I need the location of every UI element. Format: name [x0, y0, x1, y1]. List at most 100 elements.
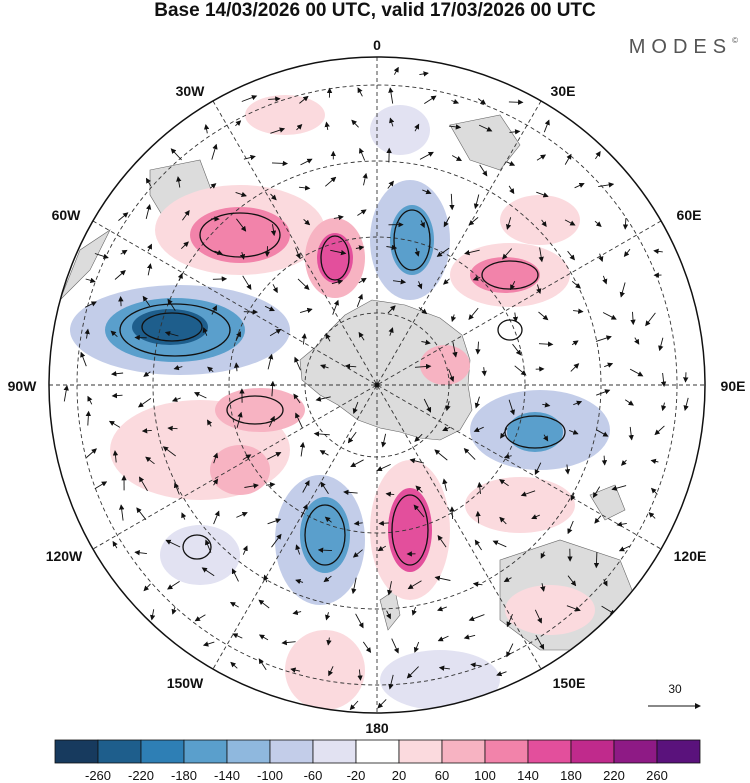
- wind-vector-arrow: [386, 244, 398, 251]
- cyclone-ring: [182, 534, 212, 560]
- cyclone-ring: [497, 319, 523, 341]
- wind-vector-arrow: [506, 614, 513, 628]
- positive-anomaly: [210, 445, 270, 495]
- colorbar-tick-label: -60: [304, 768, 323, 783]
- latitude-ring: [152, 160, 602, 610]
- cyclone-ring: [141, 312, 203, 342]
- wind-vector-arrow: [134, 550, 147, 556]
- wind-vector-arrow: [270, 224, 277, 237]
- wind-vector-arrow: [328, 666, 334, 677]
- wind-vector-arrow: [231, 568, 239, 582]
- wind-vector-arrow: [193, 392, 207, 399]
- wind-vector-arrow: [413, 504, 425, 518]
- wind-vector-arrow: [505, 217, 512, 230]
- wind-vector-arrow: [242, 275, 252, 290]
- wind-vector-arrow: [319, 450, 329, 456]
- wind-vector-arrow: [87, 395, 93, 405]
- wind-vector-arrow: [629, 368, 644, 377]
- wind-vector-arrow: [506, 643, 514, 658]
- wind-vector-arrow: [595, 335, 612, 342]
- wind-vector-arrow: [419, 220, 425, 229]
- wind-vector-arrow: [564, 153, 572, 165]
- wind-vector-arrow: [343, 489, 358, 495]
- colorbar-swatch: [54, 739, 99, 764]
- wind-vector-arrow: [232, 633, 243, 639]
- wind-vector-arrow: [418, 307, 428, 315]
- wind-vector-arrow: [120, 249, 128, 256]
- wind-vector-arrow: [536, 154, 547, 161]
- wind-vector-arrow: [564, 464, 571, 475]
- wind-vector-arrow: [414, 248, 420, 257]
- positive-anomaly: [420, 345, 470, 385]
- wind-vector-arrow: [358, 277, 367, 284]
- wind-vector-arrow: [112, 450, 119, 463]
- wind-vector-arrow: [207, 366, 214, 373]
- wind-vector-arrow: [229, 601, 239, 608]
- wind-vector-arrow: [434, 575, 451, 581]
- wind-vector-arrow: [162, 446, 176, 457]
- wind-vector-arrow: [422, 189, 432, 195]
- wind-vector-arrow: [389, 117, 395, 127]
- wind-vector-arrow: [387, 180, 394, 189]
- wind-vector-arrow: [281, 639, 296, 646]
- wind-vector-arrow: [353, 520, 363, 526]
- colorbar-tick-label: -20: [347, 768, 366, 783]
- brand-name: MODES: [628, 36, 733, 58]
- lon-label-90w: 90W: [8, 378, 38, 394]
- wind-vector-arrow: [542, 402, 551, 408]
- wind-vector-arrow: [434, 449, 448, 461]
- wind-vector-arrow: [84, 328, 90, 339]
- wind-vector-arrow: [509, 129, 521, 135]
- wind-vector-arrow: [570, 363, 580, 372]
- wind-vector-arrow: [506, 160, 516, 166]
- wind-vector-arrow: [407, 580, 422, 590]
- wind-vector-arrow: [391, 638, 399, 654]
- wind-vector-arrow: [437, 635, 449, 642]
- wind-vector-arrow: [683, 397, 689, 411]
- wind-vector-arrow: [645, 312, 656, 327]
- wind-vector-arrow: [475, 510, 481, 524]
- wind-vector-arrow: [450, 314, 457, 323]
- wind-vector-arrow: [333, 214, 344, 221]
- wind-vector-arrow: [212, 478, 219, 486]
- wind-vector-arrow: [411, 606, 417, 616]
- wind-vector-arrow: [299, 307, 313, 314]
- wind-vector-arrow: [356, 293, 363, 307]
- wind-vector-arrow: [620, 459, 627, 466]
- wind-vector-arrow: [297, 278, 310, 291]
- tasmania-land: [589, 484, 626, 521]
- wind-vector-arrow: [85, 277, 96, 283]
- wind-vector-arrow: [468, 307, 479, 320]
- wind-vector-arrow: [270, 193, 277, 201]
- wind-vector-arrow: [628, 426, 634, 441]
- wind-vector-arrow: [475, 341, 481, 355]
- wind-vector-arrow: [595, 150, 601, 160]
- wind-vector-arrow: [624, 399, 634, 406]
- cyclone-ring: [119, 303, 231, 357]
- wind-vector-arrow: [573, 308, 584, 314]
- graticule: [49, 57, 705, 713]
- lon-label-60e: 60E: [677, 207, 702, 223]
- wind-vector-arrow: [385, 491, 395, 497]
- wind-vector-arrow: [437, 606, 447, 612]
- wind-vector-arrow: [171, 606, 177, 615]
- wind-vector-arrow: [271, 160, 289, 167]
- wind-vector-arrow: [235, 191, 247, 198]
- wind-vector-arrow: [362, 172, 368, 186]
- wind-vector-arrow: [177, 272, 183, 281]
- wind-vector-arrow: [601, 455, 608, 466]
- lon-label-180: 180: [365, 720, 389, 736]
- wind-vector-arrow: [357, 87, 363, 97]
- wind-vector-arrow: [496, 671, 507, 677]
- wind-vector-arrow: [325, 333, 331, 342]
- colorbar-swatch: [312, 739, 357, 764]
- wind-vector-arrow: [344, 363, 357, 369]
- colorbar-swatch: [570, 739, 615, 764]
- wind-vector-arrow: [438, 665, 450, 671]
- colorbar: -260 -220 -180 -140 -100 -60 -20 20 60 100 140 180 2…: [54, 739, 701, 783]
- wind-vector-arrow: [239, 251, 246, 260]
- wind-vector-arrow: [474, 396, 480, 409]
- wind-vector-arrow: [94, 481, 108, 490]
- wind-vector-arrow: [650, 487, 658, 495]
- wind-vector-arrow: [566, 605, 581, 612]
